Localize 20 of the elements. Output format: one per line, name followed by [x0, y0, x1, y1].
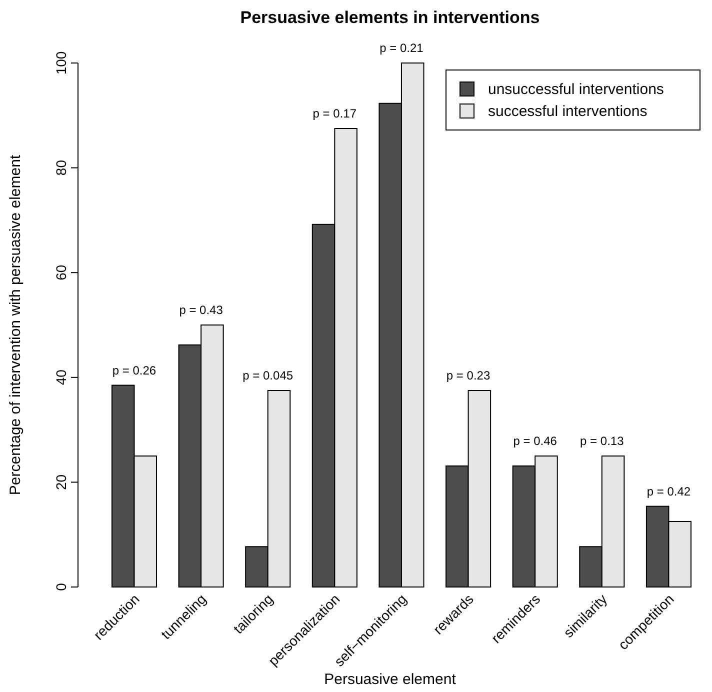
y-tick-label: 0	[53, 582, 69, 591]
annotation: p = 0.045	[242, 368, 294, 382]
y-tick-label: 40	[53, 369, 69, 386]
chart-title: Persuasive elements in interventions	[240, 8, 540, 27]
y-axis-title: Percentage of intervention with persuasive element	[7, 154, 24, 496]
annotation: p = 0.42	[646, 484, 691, 498]
y-tick-label: 100	[53, 51, 69, 75]
legend-label: successful interventions	[488, 103, 648, 120]
y-tick-label: 80	[53, 160, 69, 176]
annotation: p = 0.17	[312, 106, 357, 120]
annotation: p = 0.21	[380, 41, 424, 55]
y-tick-label: 20	[53, 474, 69, 490]
y-tick-label: 60	[53, 264, 69, 280]
annotation: p = 0.46	[513, 434, 558, 448]
annotation: p = 0.13	[580, 434, 624, 448]
annotation: p = 0.43	[179, 303, 224, 317]
legend-label: unsuccessful interventions	[488, 81, 664, 98]
annotation: p = 0.26	[112, 363, 156, 378]
x-axis-title: Persuasive element	[324, 671, 457, 688]
annotation: p = 0.23	[446, 368, 490, 382]
